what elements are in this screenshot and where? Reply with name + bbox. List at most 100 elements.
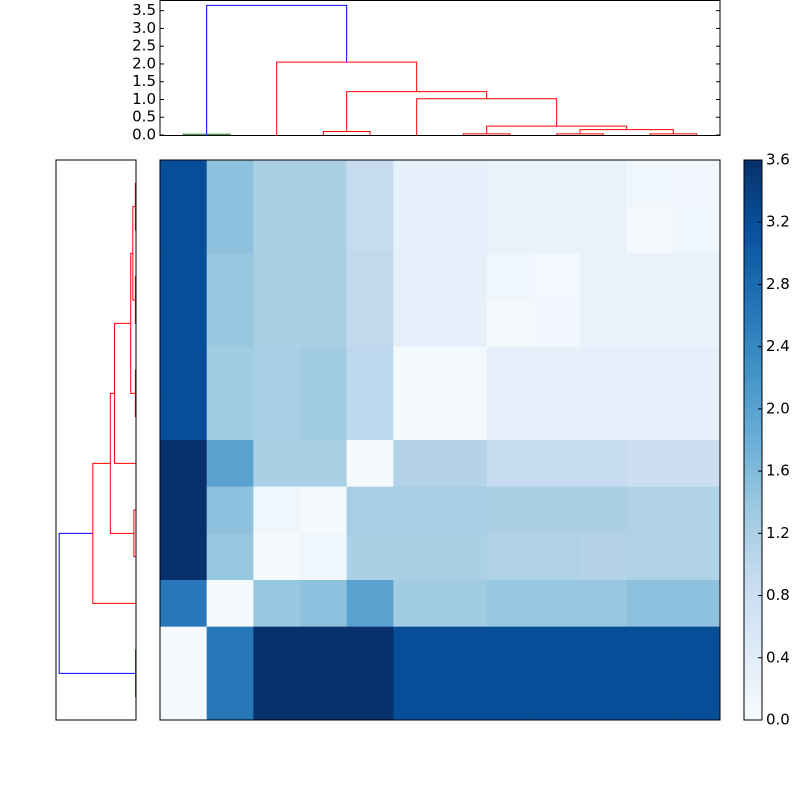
heatmap-cell <box>626 393 674 441</box>
heatmap-cell <box>626 440 674 488</box>
heatmap-cell <box>160 393 208 441</box>
dendrogram-frame <box>159 0 721 136</box>
heatmap-cell <box>206 486 254 534</box>
heatmap-cell <box>533 673 581 721</box>
colorbar-tick-label: 3.2 <box>766 213 790 231</box>
y-tick-label: 3.5 <box>132 1 156 19</box>
heatmap-cell <box>346 346 394 394</box>
heatmap-cell <box>300 533 348 581</box>
dendrogram-link <box>182 133 231 135</box>
heatmap-cell <box>253 160 301 208</box>
heatmap-cell <box>580 253 628 301</box>
colorbar <box>743 159 763 721</box>
heatmap-cell <box>393 393 441 441</box>
heatmap-cell <box>346 206 394 254</box>
heatmap-cell <box>580 626 628 674</box>
colorbar-tick-label: 3.6 <box>766 151 790 169</box>
heatmap-cell <box>626 206 674 254</box>
heatmap-cell <box>393 580 441 628</box>
heatmap-cell <box>160 626 208 674</box>
heatmap-cell <box>206 393 254 441</box>
heatmap-cell <box>486 673 534 721</box>
heatmap-cell <box>206 580 254 628</box>
heatmap-cell <box>440 206 488 254</box>
heatmap-cell <box>346 486 394 534</box>
dendrogram-link <box>416 98 558 135</box>
heatmap-cell <box>673 346 721 394</box>
heatmap-cell <box>393 440 441 488</box>
heatmap-cell <box>533 580 581 628</box>
heatmap-cell <box>486 440 534 488</box>
y-tick-label: 1.5 <box>132 72 156 90</box>
heatmap-cell <box>533 253 581 301</box>
heatmap-cell <box>626 486 674 534</box>
heatmap-cell <box>253 300 301 348</box>
dendrogram-link <box>132 206 136 301</box>
colorbar-tick-label: 2.4 <box>766 337 790 355</box>
heatmap-cell <box>673 673 721 721</box>
heatmap-cell <box>206 533 254 581</box>
y-tick-label: 0.5 <box>132 108 156 126</box>
heatmap-cell <box>206 673 254 721</box>
dendrogram-link <box>486 125 628 134</box>
heatmap-cell <box>580 160 628 208</box>
heatmap-cell <box>580 673 628 721</box>
heatmap-cell <box>346 580 394 628</box>
dendrogram-link <box>206 4 348 135</box>
heatmap-cell <box>253 440 301 488</box>
heatmap-cell <box>626 160 674 208</box>
heatmap-cell <box>580 486 628 534</box>
dendrogram-frame <box>55 159 137 721</box>
dendrogram-link <box>130 252 136 394</box>
heatmap-cell <box>580 346 628 394</box>
heatmap-cell <box>206 626 254 674</box>
heatmap-cell <box>486 206 534 254</box>
heatmap-cell <box>206 300 254 348</box>
heatmap-cell <box>533 533 581 581</box>
heatmap-cell <box>160 486 208 534</box>
heatmap-cell <box>300 626 348 674</box>
heatmap-cell <box>533 626 581 674</box>
heatmap-cell <box>486 626 534 674</box>
heatmap-cell <box>626 626 674 674</box>
heatmap-cell <box>673 486 721 534</box>
heatmap-cell <box>206 206 254 254</box>
heatmap-cell <box>253 580 301 628</box>
y-tick-label: 2.0 <box>132 54 156 72</box>
heatmap-cell <box>486 160 534 208</box>
heatmap-cell <box>626 300 674 348</box>
heatmap-cell <box>300 440 348 488</box>
dendrogram-link <box>109 392 134 534</box>
heatmap-cell <box>253 533 301 581</box>
heatmap-cell <box>440 533 488 581</box>
heatmap-cell <box>300 393 348 441</box>
y-tick-label: 1.0 <box>132 90 156 108</box>
heatmap-cell <box>626 580 674 628</box>
heatmap-cell <box>393 673 441 721</box>
heatmap-cell <box>300 346 348 394</box>
colorbar-tick-label: 0.4 <box>766 648 790 666</box>
heatmap-cell <box>300 486 348 534</box>
heatmap-cell <box>440 580 488 628</box>
dendrogram-link <box>462 133 511 135</box>
heatmap-cell <box>533 393 581 441</box>
heatmap-cell <box>673 626 721 674</box>
heatmap-cell <box>160 300 208 348</box>
heatmap-cell <box>346 673 394 721</box>
heatmap-cell <box>206 346 254 394</box>
heatmap-cell <box>253 253 301 301</box>
colorbar-tick-label: 2.8 <box>766 275 790 293</box>
heatmap-cell <box>253 393 301 441</box>
heatmap-cell <box>533 160 581 208</box>
heatmap-cell <box>253 626 301 674</box>
heatmap-cell <box>160 253 208 301</box>
dendrogram-link <box>58 532 136 674</box>
heatmap-cell <box>300 206 348 254</box>
heatmap-cell <box>673 160 721 208</box>
heatmap-cell <box>440 393 488 441</box>
heatmap-cell <box>206 253 254 301</box>
heatmap-cell <box>393 486 441 534</box>
heatmap-cell <box>253 206 301 254</box>
colorbar-tick-label: 0.8 <box>766 586 790 604</box>
